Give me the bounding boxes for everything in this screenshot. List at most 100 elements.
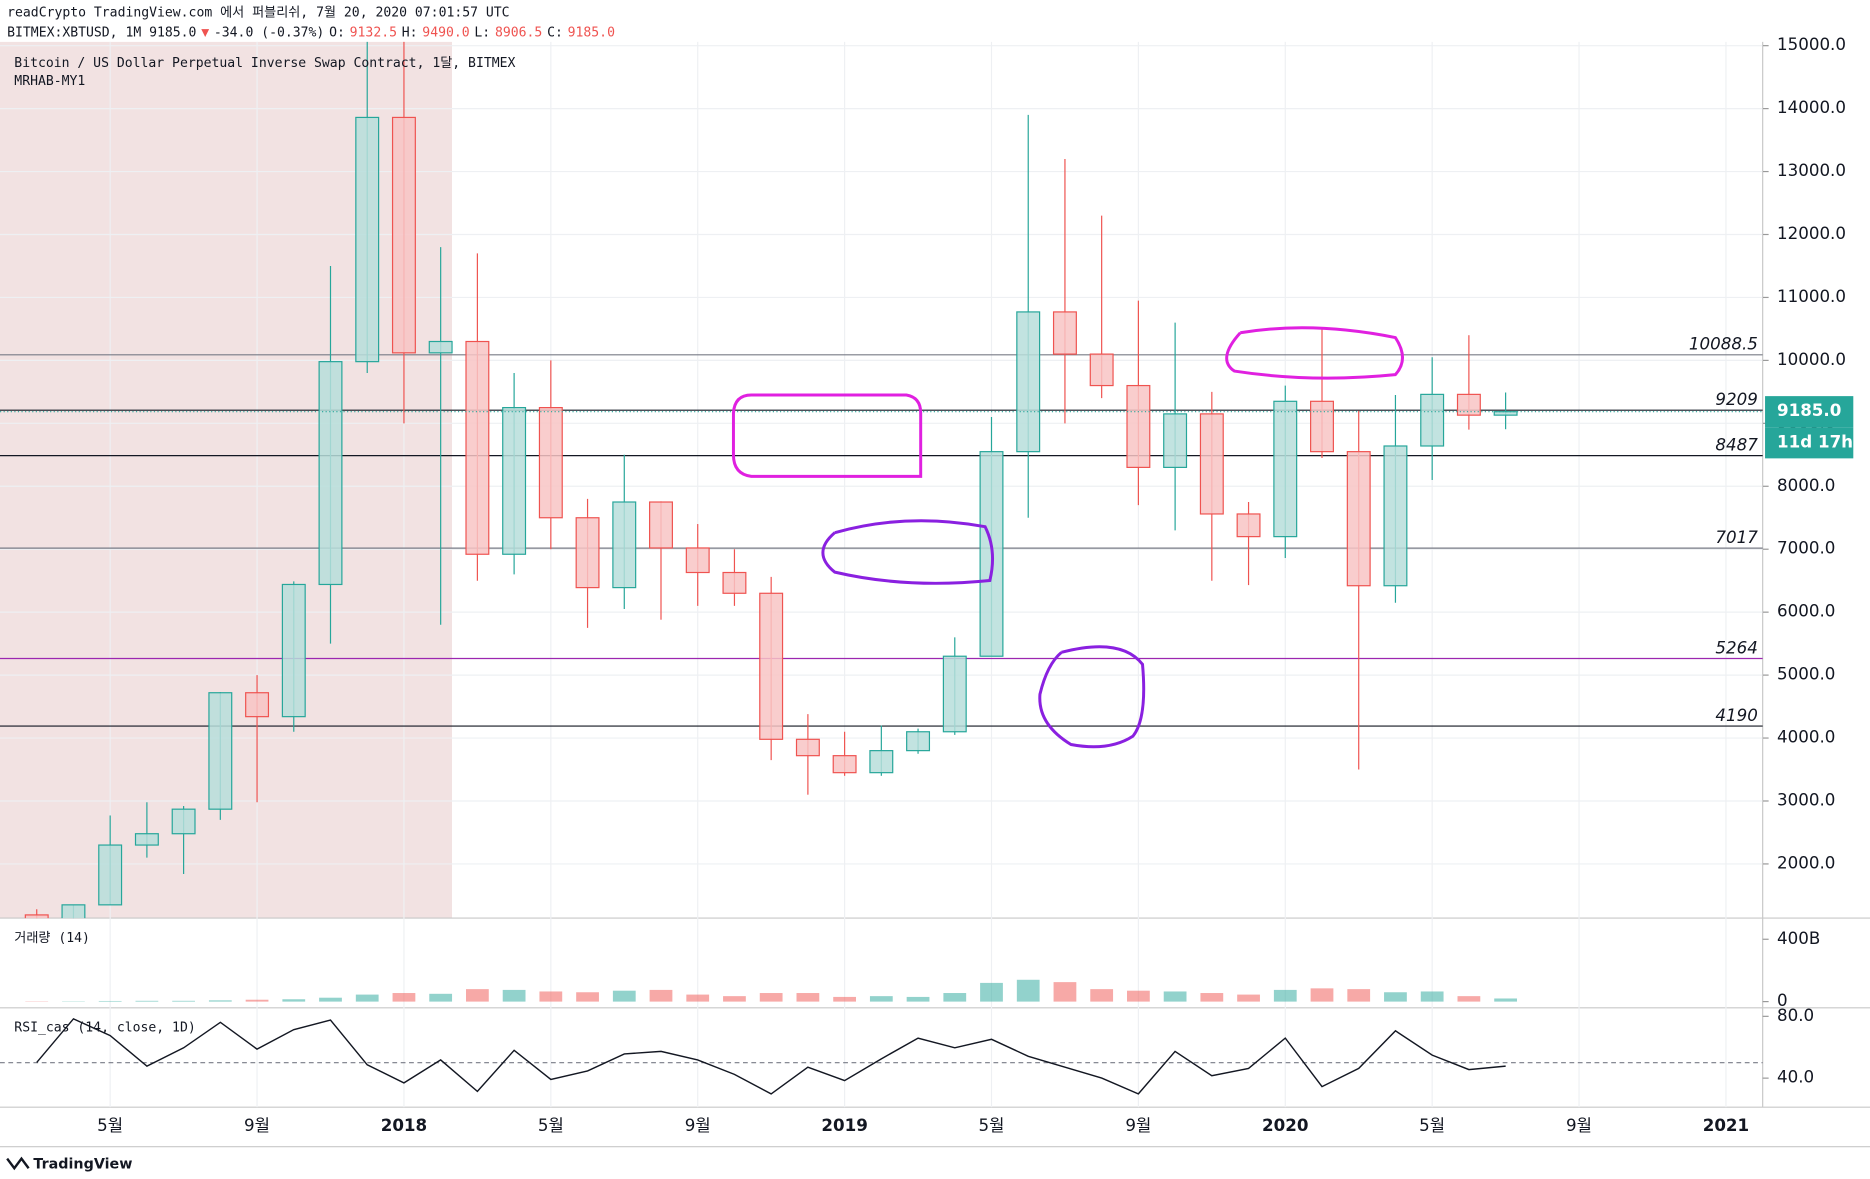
candle-body <box>1163 413 1188 468</box>
candle-body <box>1310 400 1334 453</box>
candles <box>24 41 1518 919</box>
candle-body <box>1456 393 1481 416</box>
x-tick-label: 9월 <box>1125 1115 1151 1135</box>
volume-bar <box>392 993 416 1002</box>
quote-part: -34.0 (-0.37%) <box>214 25 324 40</box>
volume-bar <box>1494 998 1517 1002</box>
volume-bar <box>429 993 453 1002</box>
level-label: 5264 <box>1715 637 1757 657</box>
candle-body <box>1126 384 1151 468</box>
y-tick-label: 4000.0 <box>1777 727 1835 747</box>
volume-bar <box>539 991 563 1002</box>
volume-bar <box>1200 993 1224 1002</box>
volume-bar <box>576 992 599 1002</box>
candle-body <box>1199 413 1224 515</box>
candle-body <box>391 116 416 354</box>
x-tick-label: 9월 <box>244 1115 270 1135</box>
candle-body <box>722 571 747 594</box>
quote-part: 9132.5 <box>350 25 397 40</box>
volume-bar <box>906 996 930 1002</box>
y-tick-label: 80.0 <box>1777 1005 1814 1025</box>
indicator-name: MRHAB-MY1 <box>14 74 85 89</box>
candle-body <box>1383 445 1408 587</box>
x-tick-label: 2021 <box>1703 1115 1749 1135</box>
quote-part: H: <box>402 25 418 40</box>
volume-bar <box>1127 990 1150 1002</box>
candle-body <box>502 406 527 555</box>
candle-body <box>759 592 784 740</box>
candle-body <box>465 340 490 555</box>
volume-bar <box>172 1000 195 1002</box>
candle-body <box>1052 311 1077 355</box>
quote-part: O: <box>329 25 345 40</box>
x-tick-label: 5월 <box>1419 1115 1445 1135</box>
candle-body <box>1273 400 1298 538</box>
candle-body <box>1089 353 1114 387</box>
candle-body <box>61 904 86 919</box>
y-tick-label: 2000.0 <box>1777 852 1835 872</box>
y-tick-label: 3000.0 <box>1777 789 1835 809</box>
y-tick-label: 5000.0 <box>1777 664 1835 684</box>
candle-body <box>832 755 857 774</box>
candle-body <box>245 692 270 718</box>
x-tick-label: 9월 <box>685 1115 711 1135</box>
volume-bar <box>1420 991 1444 1002</box>
volume-bar <box>1310 988 1334 1002</box>
y-tick-label: 40.0 <box>1777 1067 1814 1087</box>
candle-body <box>24 914 49 919</box>
volume-bar <box>649 989 673 1002</box>
quote-part: 9490.0 <box>422 25 469 40</box>
level-label: 9209 <box>1715 389 1757 409</box>
publisher-line: readCrypto TradingView.com 에서 퍼블리쉬, 7월 2… <box>7 5 509 21</box>
rsi-title: RSI_cas (14, close, 1D) <box>14 1021 195 1036</box>
volume-bar <box>245 999 269 1002</box>
y-tick-label: 12000.0 <box>1777 223 1846 243</box>
quote-part: ▼ <box>201 25 209 40</box>
candle-body <box>649 501 673 549</box>
y-tick-label: 400B <box>1777 928 1820 948</box>
quote-part: L: <box>474 25 490 40</box>
candle-body <box>1420 393 1445 447</box>
candle-body <box>942 655 967 733</box>
volume-bar <box>1273 989 1297 1002</box>
volume-bar <box>355 994 379 1002</box>
volume-bar <box>869 996 893 1002</box>
volume-bar <box>833 996 856 1002</box>
volume-bar <box>1053 982 1077 1002</box>
y-tick-label: 6000.0 <box>1777 601 1835 621</box>
volume-bar <box>796 993 820 1002</box>
y-tick-label: 0 <box>1777 990 1788 1010</box>
candle-body <box>1236 513 1261 538</box>
level-label: 7017 <box>1715 527 1758 547</box>
candle-body <box>869 750 894 774</box>
volume-bar <box>723 996 746 1002</box>
quote-part: 9185.0 <box>568 25 615 40</box>
quote-part: 8906.5 <box>495 25 542 40</box>
x-tick-label: 2019 <box>821 1115 867 1135</box>
volume-bar <box>208 1000 232 1002</box>
candle-body <box>208 692 233 810</box>
volume-bar <box>759 993 783 1002</box>
candle-body <box>906 731 931 752</box>
candle-body <box>1346 451 1371 587</box>
candle-body <box>685 547 710 574</box>
hand-drawn-annotations <box>731 326 1404 749</box>
volume-bar <box>1347 989 1371 1002</box>
volume-bar <box>1457 996 1481 1002</box>
quote-part: BITMEX:XBTUSD, 1M 9185.0 <box>7 25 196 40</box>
volume-bar <box>466 989 489 1002</box>
volume-bar <box>612 990 636 1002</box>
y-tick-label: 14000.0 <box>1777 97 1846 117</box>
footer-logo <box>6 1156 30 1171</box>
countdown-tag <box>1765 427 1854 459</box>
volume-bar <box>319 997 342 1002</box>
level-label: 8487 <box>1715 435 1758 455</box>
candle-body <box>1493 411 1518 416</box>
volume-bar <box>1090 989 1114 1002</box>
volume-bar <box>1237 994 1260 1002</box>
volume-bar <box>686 994 710 1002</box>
x-tick-label: 2018 <box>381 1115 427 1135</box>
x-tick-label: 5월 <box>979 1115 1005 1135</box>
x-tick-label: 5월 <box>538 1115 564 1135</box>
